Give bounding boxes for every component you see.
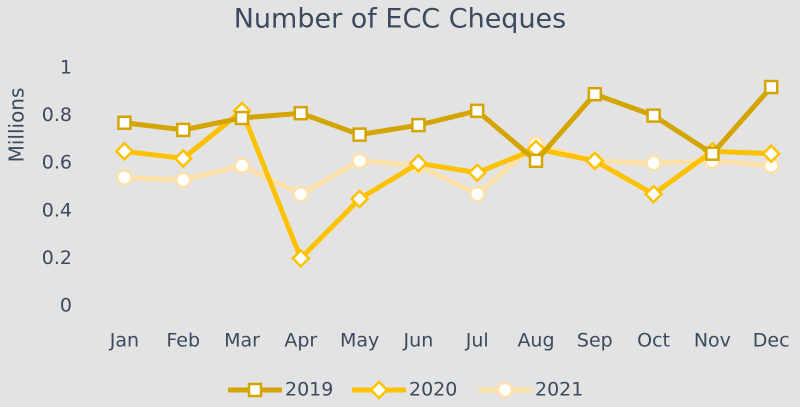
marker xyxy=(587,86,603,102)
marker xyxy=(114,141,135,162)
marker xyxy=(643,184,664,204)
x-tick-label: Dec xyxy=(753,330,790,352)
y-tick-label: 0.8 xyxy=(42,104,72,126)
y-tick-label: 1 xyxy=(60,57,72,79)
marker xyxy=(175,122,191,138)
y-tick-label: 0 xyxy=(60,295,72,317)
marker xyxy=(116,169,133,186)
marker xyxy=(234,110,250,126)
series-line xyxy=(124,85,774,164)
marker xyxy=(411,117,426,133)
marker xyxy=(117,115,132,130)
marker xyxy=(173,148,193,169)
x-tick-label: Nov xyxy=(694,330,731,352)
marker xyxy=(496,381,514,399)
y-axis-label: Millions xyxy=(5,88,29,163)
marker xyxy=(174,171,192,189)
legend-label: 2020 xyxy=(409,379,457,401)
marker xyxy=(467,162,487,183)
x-tick-label: Jan xyxy=(109,330,139,352)
marker xyxy=(408,153,429,173)
marker xyxy=(349,189,370,209)
marker xyxy=(528,153,544,169)
marker xyxy=(585,151,605,171)
marker xyxy=(705,146,720,161)
x-tick-label: May xyxy=(340,330,379,352)
chart-title: Number of ECC Cheques xyxy=(234,4,567,35)
x-tick-label: Jul xyxy=(465,330,489,352)
legend-label: 2021 xyxy=(535,379,583,401)
marker xyxy=(369,380,389,400)
marker xyxy=(247,382,263,398)
series-line xyxy=(124,141,772,197)
marker xyxy=(293,105,309,121)
y-tick-label: 0.4 xyxy=(42,199,72,221)
x-tick-label: Sep xyxy=(577,330,613,352)
marker xyxy=(763,79,779,95)
marker xyxy=(351,152,368,170)
x-tick-label: Aug xyxy=(517,330,554,352)
marker xyxy=(761,143,781,164)
marker xyxy=(233,157,251,174)
x-tick-label: Jun xyxy=(403,330,434,352)
marker xyxy=(291,248,311,269)
x-tick-label: Oct xyxy=(637,330,670,352)
x-tick-label: Feb xyxy=(166,330,200,352)
marker xyxy=(469,103,485,119)
y-tick-label: 0.2 xyxy=(42,247,72,269)
marker xyxy=(468,185,486,203)
marker xyxy=(645,154,662,172)
marker xyxy=(646,108,661,123)
x-tick-label: Mar xyxy=(224,330,260,352)
x-tick-label: Apr xyxy=(284,330,317,352)
legend-label: 2019 xyxy=(285,379,333,401)
y-tick-label: 0.6 xyxy=(42,152,72,174)
marker xyxy=(292,185,310,203)
marker xyxy=(352,127,367,142)
